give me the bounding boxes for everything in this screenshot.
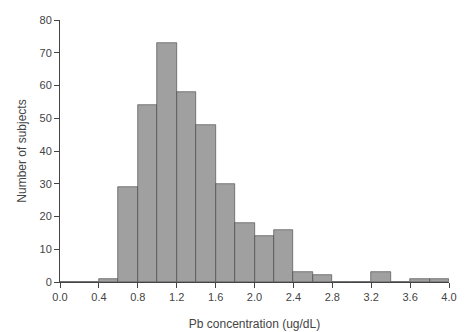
svg-text:20: 20: [40, 210, 52, 222]
svg-text:1.2: 1.2: [169, 291, 184, 303]
svg-text:4.0: 4.0: [441, 291, 456, 303]
svg-text:0: 0: [46, 276, 52, 288]
svg-text:30: 30: [40, 178, 52, 190]
svg-text:Pb concentration (ug/dL): Pb concentration (ug/dL): [189, 317, 320, 331]
svg-text:3.2: 3.2: [364, 291, 379, 303]
svg-text:0.0: 0.0: [52, 291, 67, 303]
svg-text:10: 10: [40, 243, 52, 255]
svg-text:40: 40: [40, 145, 52, 157]
svg-text:Number of subjects: Number of subjects: [15, 99, 29, 202]
svg-text:2.8: 2.8: [325, 291, 340, 303]
svg-text:60: 60: [40, 79, 52, 91]
svg-text:3.6: 3.6: [402, 291, 417, 303]
svg-text:80: 80: [40, 14, 52, 26]
svg-text:0.4: 0.4: [91, 291, 106, 303]
svg-text:2.4: 2.4: [286, 291, 301, 303]
svg-text:2.0: 2.0: [247, 291, 262, 303]
svg-text:1.6: 1.6: [208, 291, 223, 303]
svg-text:50: 50: [40, 112, 52, 124]
svg-text:70: 70: [40, 47, 52, 59]
svg-text:0.8: 0.8: [130, 291, 145, 303]
